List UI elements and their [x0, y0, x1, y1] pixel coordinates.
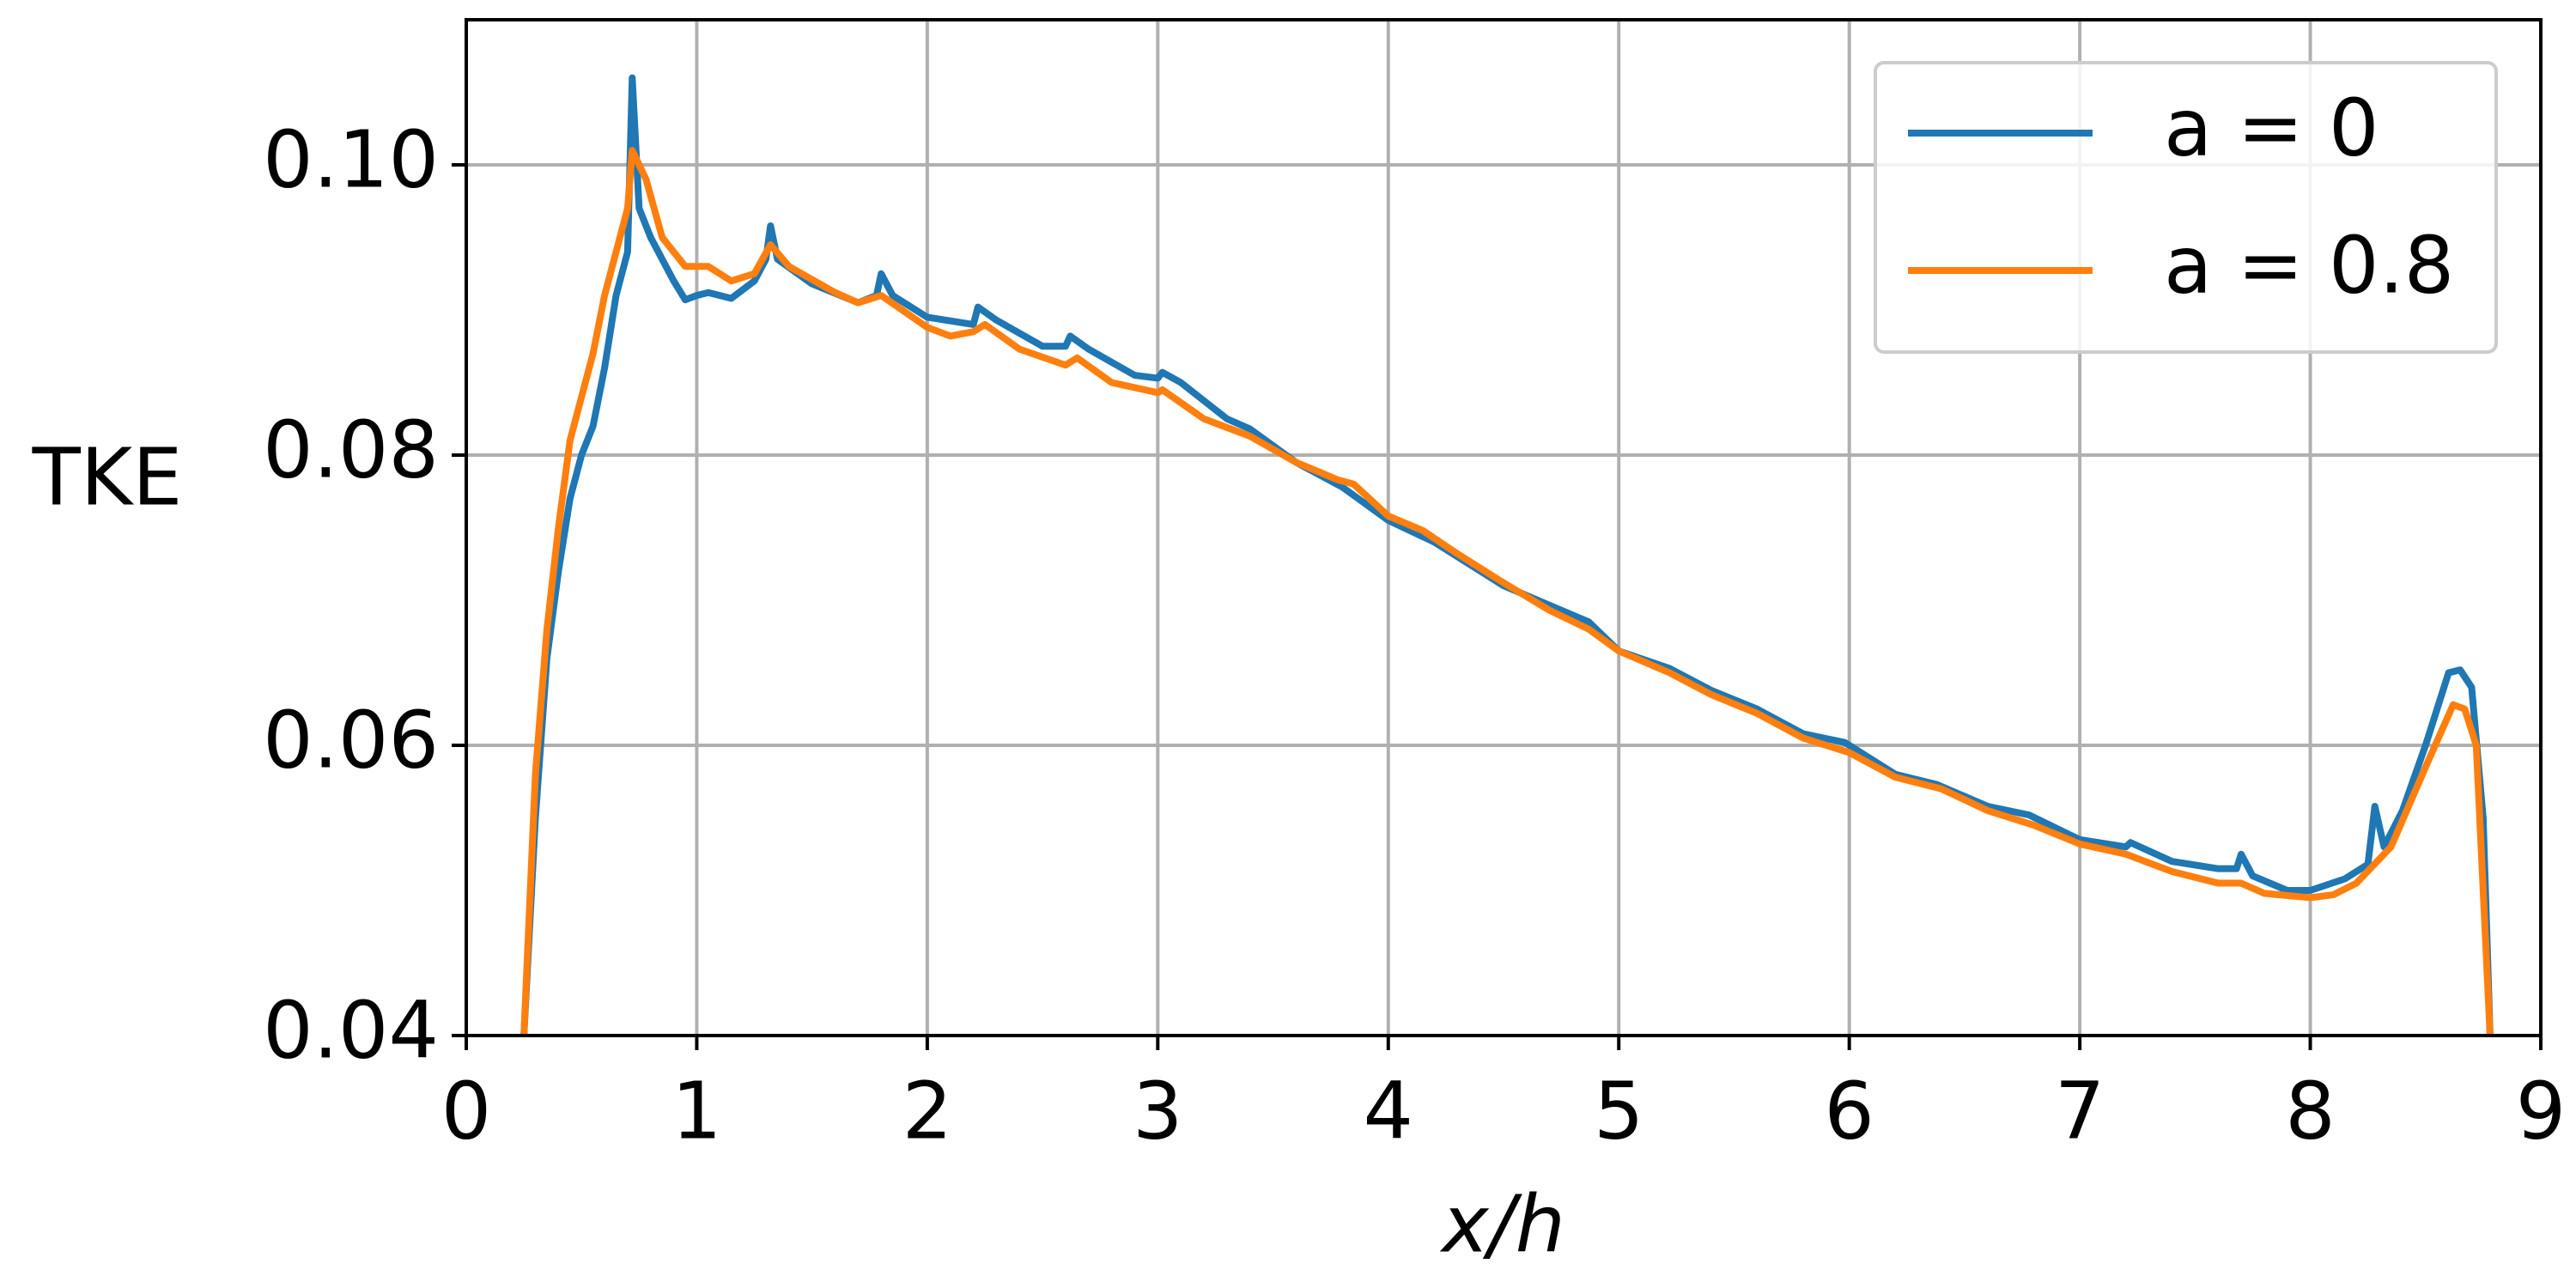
y-axis-label: TKE [32, 431, 183, 523]
x-tick-label: 3 [1133, 1065, 1183, 1157]
ticks: 0 1 2 3 4 5 6 7 8 9 0.04 0.06 0.08 0.10 [263, 113, 2566, 1157]
x-tick-label: 4 [1364, 1065, 1414, 1157]
y-tick-label: 0.10 [263, 113, 439, 205]
x-tick-label: 8 [2285, 1065, 2336, 1157]
plot-area [520, 74, 2494, 1036]
y-tick-label: 0.06 [263, 694, 439, 786]
x-tick-label: 1 [671, 1065, 722, 1157]
x-tick-label: 5 [1594, 1065, 1644, 1157]
data-line [520, 147, 2494, 1036]
data-line [520, 74, 2494, 1036]
y-tick-label: 0.04 [263, 984, 439, 1076]
x-axis-label: x/h [1439, 1178, 1565, 1270]
legend-label: a = 0.8 [2164, 219, 2454, 311]
axes-frame [465, 18, 2543, 1037]
x-tick-label: 7 [2055, 1065, 2105, 1157]
x-tick-label: 2 [902, 1065, 953, 1157]
x-tick-label: 9 [2516, 1065, 2567, 1157]
y-tick-label: 0.08 [263, 404, 439, 495]
legend: a = 0 a = 0.8 [1874, 61, 2498, 354]
legend-label: a = 0 [2164, 82, 2379, 173]
x-tick-label: 0 [441, 1065, 492, 1157]
x-tick-label: 6 [1824, 1065, 1874, 1157]
